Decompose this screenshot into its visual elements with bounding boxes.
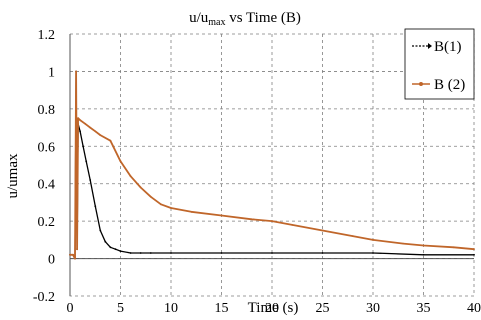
series-2-point [75, 70, 77, 73]
chart-title: u/umax vs Time (B) [189, 10, 301, 28]
series-1-point [119, 250, 122, 253]
series-1-point [109, 246, 112, 249]
series-2-point [109, 139, 112, 142]
x-tick-label: 25 [316, 301, 330, 316]
series-2-point [160, 203, 162, 206]
series-1-point [85, 160, 88, 163]
series-1-point [129, 252, 132, 254]
series-1-point [271, 252, 273, 254]
series-2-point [89, 126, 92, 129]
axis-layer [69, 34, 474, 296]
series-2-point [422, 244, 425, 247]
series-1-point [422, 253, 425, 256]
series-1-point [104, 240, 107, 243]
y-tick-label: 1 [48, 65, 55, 80]
y-tick-label: 0.2 [38, 215, 56, 230]
series-1-point [79, 130, 81, 133]
legend-label-b1: B(1) [434, 39, 462, 55]
y-tick-label: 0.8 [38, 103, 56, 118]
series-1-point [321, 252, 324, 254]
series-2-point [271, 220, 273, 223]
series-line-2 [70, 70, 475, 260]
series-1-point [114, 248, 117, 251]
y-axis-label: u/umax [5, 153, 21, 198]
series-1-point [82, 145, 84, 148]
chart-title-suffix: vs Time (B) [225, 10, 300, 26]
series-2-point [220, 214, 223, 217]
y-tick-label: 1.2 [38, 28, 56, 43]
series-line-1 [70, 70, 474, 260]
x-tick-label: 15 [215, 301, 229, 316]
series-2-point [250, 218, 253, 221]
series-2-point [72, 253, 74, 256]
series-2-point [79, 119, 81, 121]
series-1-point [372, 252, 374, 254]
series-2-point [149, 195, 152, 198]
legend: B(1) B (2) [404, 28, 475, 100]
legend-marker-b2 [419, 82, 423, 86]
legend-label-b2: B (2) [434, 77, 465, 93]
x-tick-label: 0 [67, 301, 74, 316]
series-layer [69, 70, 475, 260]
series-2-point [119, 160, 122, 163]
x-axis-label: Time (s) [248, 300, 299, 316]
legend-box [404, 28, 475, 100]
series-2-point [76, 248, 78, 251]
series-2-point [291, 224, 294, 226]
x-tick-label: 40 [467, 301, 481, 316]
series-2-point [190, 210, 193, 213]
series-1-point [220, 252, 223, 254]
series-2-point [372, 239, 374, 241]
y-tick-label: 0.4 [38, 178, 56, 193]
series-1-point [139, 252, 142, 254]
series-2-point [351, 235, 354, 238]
series-2-point [473, 248, 475, 251]
series-1-point [170, 252, 172, 254]
series-2-point [452, 246, 455, 249]
x-tick-label: 10 [164, 301, 178, 316]
series-2-point [99, 134, 102, 137]
series-1-point [99, 229, 102, 232]
series-1-point [473, 253, 475, 256]
y-tick-label: 0.6 [38, 140, 56, 155]
chart-title-prefix: u/u [189, 10, 209, 26]
series-2-point [129, 175, 132, 178]
series-2-point [84, 122, 87, 125]
chart-title-subscript: max [208, 17, 225, 28]
y-tick-label: 0 [48, 253, 55, 268]
series-2-point [402, 242, 405, 245]
y-tick-label: -0.2 [33, 290, 55, 305]
series-1-point [89, 179, 92, 181]
series-2-point [321, 229, 324, 232]
x-tick-label: 5 [117, 301, 124, 316]
legend-marker-b1 [428, 43, 432, 49]
series-2-point [170, 207, 172, 209]
tick-layer: 0 5 10 15 20 25 30 35 40 -0.2 0 0.2 0.4 0.6 0.8 1 1.2 [33, 28, 481, 316]
series-1-point [149, 252, 152, 254]
series-1-point [94, 205, 97, 208]
series-2-point [69, 253, 71, 256]
x-tick-label: 20 [265, 301, 279, 316]
x-tick-label: 35 [417, 301, 431, 316]
series-2-point [139, 186, 142, 189]
series-2-point [94, 130, 97, 133]
series-2-point [77, 117, 79, 120]
x-tick-label: 30 [366, 301, 380, 316]
series-2-point [74, 257, 76, 260]
